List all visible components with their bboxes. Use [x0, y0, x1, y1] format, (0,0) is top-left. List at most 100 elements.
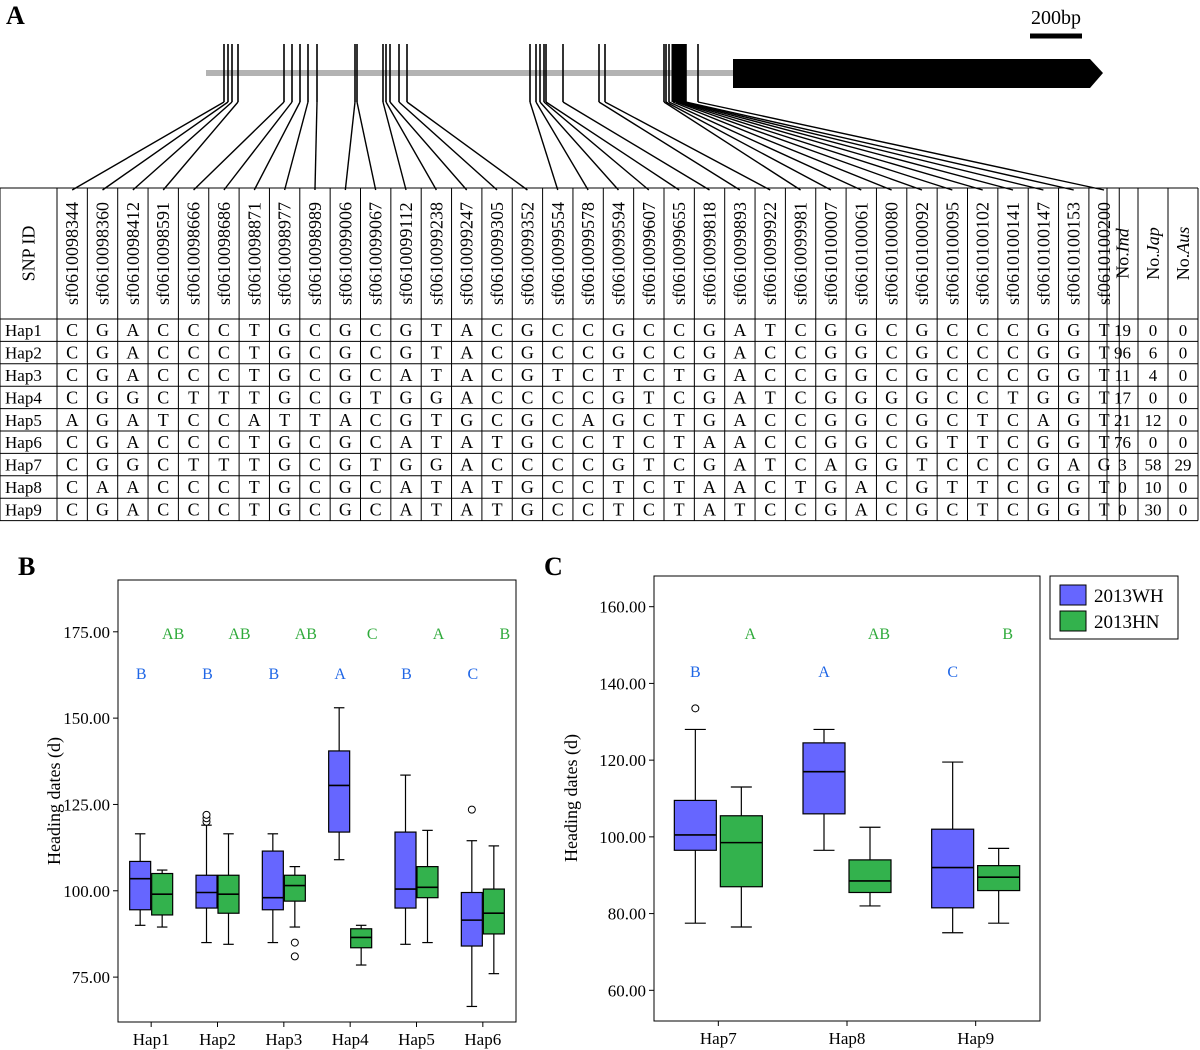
exon-arrow	[733, 59, 1103, 88]
allele-cell: A	[126, 499, 139, 519]
significance-letter-wh: C	[947, 664, 958, 681]
header-snp-name: sf0610099352	[517, 202, 537, 305]
allele-cell: C	[582, 455, 594, 475]
allele-cell: C	[643, 499, 655, 519]
allele-cell: G	[96, 410, 109, 430]
snp-connector	[543, 101, 650, 191]
allele-cell: T	[643, 455, 654, 475]
panel-label-c: C	[544, 552, 563, 581]
allele-cell: T	[674, 499, 685, 519]
allele-cell: G	[400, 320, 413, 340]
allele-cell: T	[674, 365, 685, 385]
allele-cell: G	[339, 343, 352, 363]
header-snp-id: SNP ID	[19, 226, 39, 282]
header-snp-name: sf0610098871	[244, 202, 264, 305]
allele-cell: C	[370, 499, 382, 519]
allele-cell: C	[157, 477, 169, 497]
allele-cell: G	[278, 387, 291, 407]
allele-cell: A	[126, 410, 139, 430]
allele-cell: C	[188, 410, 200, 430]
allele-cell: C	[309, 499, 321, 519]
allele-cell: C	[188, 432, 200, 452]
header-snp-name: sf0610099655	[669, 202, 689, 305]
boxplot-chart-b: Heading dates (d) 75.00 100.00 125.00 150.0…	[44, 579, 517, 1049]
snp-connector	[677, 101, 953, 191]
allele-cell: A	[339, 410, 352, 430]
count-cell: 10	[1145, 478, 1162, 497]
snp-connector	[398, 101, 498, 191]
header-count-prefix: No.	[1143, 253, 1163, 280]
allele-cell: G	[96, 343, 109, 363]
allele-cell: G	[521, 499, 534, 519]
allele-cell: G	[612, 410, 625, 430]
allele-cell: G	[824, 477, 837, 497]
allele-cell: C	[795, 320, 807, 340]
allele-cell: A	[460, 320, 473, 340]
allele-cell: C	[157, 343, 169, 363]
allele-cell: C	[491, 365, 503, 385]
allele-cell: C	[491, 343, 503, 363]
significance-letter-wh: A	[334, 666, 346, 683]
allele-cell: A	[733, 432, 746, 452]
allele-cell: A	[66, 410, 79, 430]
allele-cell: C	[157, 387, 169, 407]
allele-cell: C	[643, 477, 655, 497]
allele-cell: G	[915, 499, 928, 519]
count-cell: 76	[1114, 433, 1131, 452]
allele-cell: A	[703, 499, 716, 519]
allele-cell: C	[946, 365, 958, 385]
legend-swatch-hn	[1059, 610, 1087, 632]
allele-cell: G	[824, 343, 837, 363]
count-cell: 0	[1179, 344, 1188, 363]
y-tick-label: 140.00	[599, 674, 646, 693]
allele-cell: T	[765, 455, 776, 475]
allele-cell: G	[400, 455, 413, 475]
box-body	[673, 799, 717, 851]
allele-cell: C	[886, 320, 898, 340]
allele-cell: T	[1099, 320, 1110, 340]
snp-connector	[683, 101, 1044, 191]
allele-cell: T	[492, 432, 503, 452]
header-snp-name: sf0610100092	[912, 202, 932, 305]
panel-label-a: A	[6, 1, 25, 30]
allele-cell: C	[157, 320, 169, 340]
allele-cell: C	[218, 410, 230, 430]
significance-letter-hn: B	[1002, 626, 1013, 643]
scale-bar-label: 200bp	[1031, 7, 1081, 29]
allele-cell: G	[1067, 432, 1080, 452]
allele-cell: A	[703, 432, 716, 452]
snp-connector	[193, 101, 285, 191]
y-tick-label: 160.00	[599, 598, 646, 617]
significance-letter-wh: B	[202, 666, 213, 683]
allele-cell: G	[339, 320, 352, 340]
allele-cell: A	[460, 387, 473, 407]
allele-cell: T	[249, 365, 260, 385]
allele-cell: G	[96, 387, 109, 407]
snp-connector	[598, 101, 741, 191]
allele-cell: T	[977, 432, 988, 452]
allele-cell: C	[66, 455, 78, 475]
allele-cell: A	[460, 477, 473, 497]
count-cell: 0	[1149, 433, 1158, 452]
y-tick-label: 100.00	[63, 882, 110, 901]
allele-cell: G	[400, 343, 413, 363]
allele-cell: C	[582, 499, 594, 519]
allele-cell: A	[126, 343, 139, 363]
allele-cell: G	[1067, 365, 1080, 385]
allele-cell: A	[460, 455, 473, 475]
allele-cell: G	[339, 477, 352, 497]
allele-cell: A	[582, 410, 595, 430]
allele-cell: C	[643, 410, 655, 430]
snp-connector	[663, 101, 801, 191]
allele-cell: C	[582, 432, 594, 452]
y-tick-label: 100.00	[599, 828, 646, 847]
box-body	[931, 828, 975, 909]
x-tick-label: Hap5	[398, 1030, 435, 1049]
allele-cell: G	[400, 387, 413, 407]
allele-cell: T	[249, 499, 260, 519]
allele-cell: A	[400, 499, 413, 519]
allele-cell: G	[1067, 410, 1080, 430]
allele-cell: G	[339, 432, 352, 452]
header-count: No.Aus	[1173, 227, 1193, 281]
allele-cell: G	[915, 343, 928, 363]
